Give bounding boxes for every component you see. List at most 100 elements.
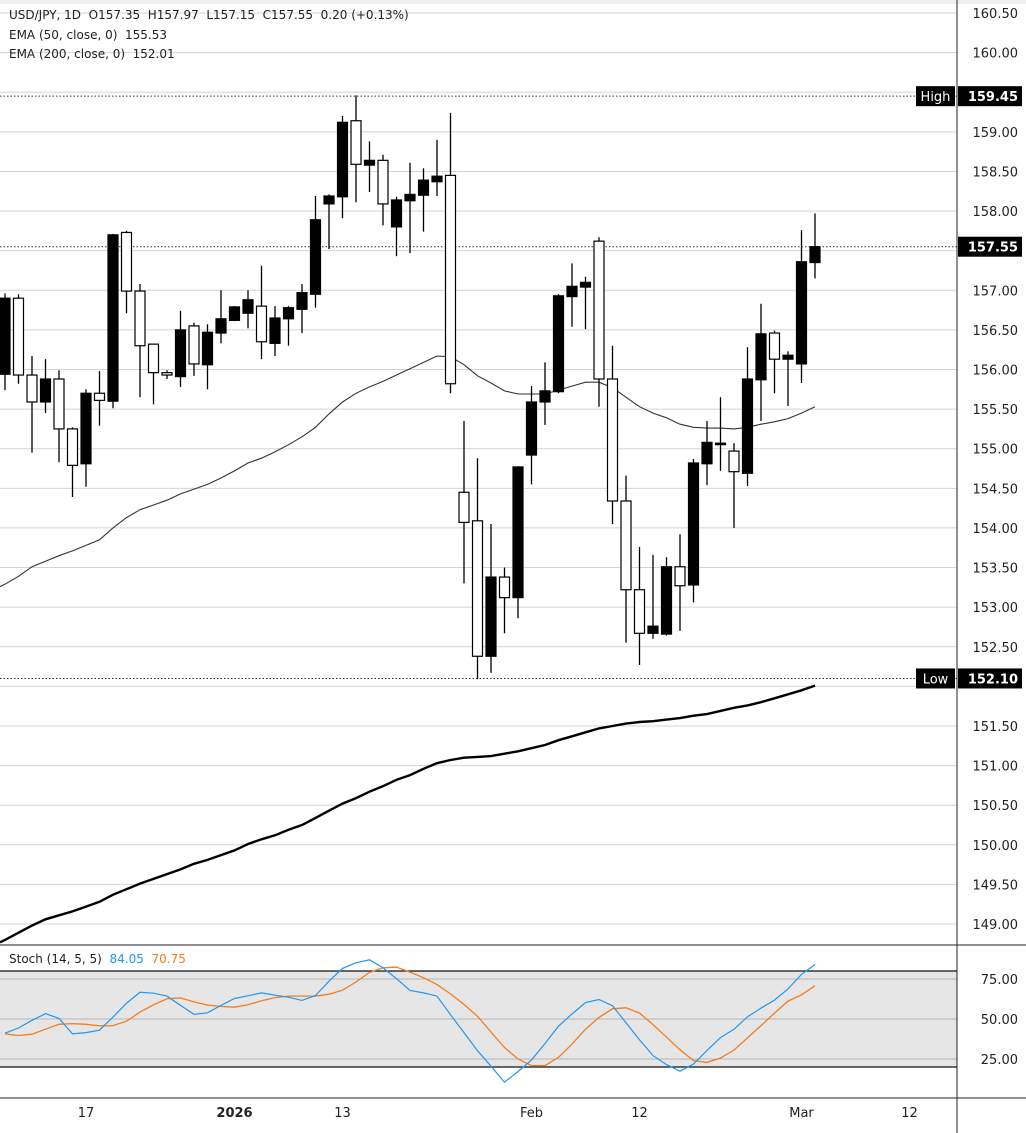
- ema50-line: [0, 355, 816, 588]
- price-tick-label: 156.50: [973, 324, 1019, 339]
- candle: [417, 168, 430, 232]
- price-tick-label: 152.50: [973, 641, 1019, 656]
- candle: [404, 162, 416, 254]
- candle: [363, 141, 376, 193]
- candle-body-up: [228, 306, 241, 321]
- candle-body-up: [336, 121, 349, 198]
- candle-body-down: [161, 372, 173, 376]
- candle-body-up: [714, 442, 727, 446]
- price-tick-label: 160.50: [973, 7, 1019, 22]
- price-tick-label: 151.50: [973, 720, 1019, 735]
- candle: [768, 330, 781, 394]
- candle-body-down: [728, 450, 740, 473]
- symbol-legend: USD/JPY, 1D O157.35 H157.97 L157.15 C157…: [9, 8, 409, 22]
- price-tags: High 159.45 Low 152.10 157.55: [916, 86, 1022, 689]
- candle: [282, 306, 295, 346]
- candle: [552, 294, 565, 394]
- candle: [471, 458, 484, 680]
- candle-body-down: [458, 491, 470, 523]
- candle: [107, 234, 119, 409]
- high-tag-value-box: [958, 86, 1022, 107]
- candle-body-up: [701, 441, 713, 465]
- candle: [795, 230, 808, 383]
- candle-body-up: [485, 576, 497, 657]
- candle-body-up: [309, 219, 322, 295]
- high-tag-label-box: [916, 86, 955, 107]
- candle: [525, 386, 538, 485]
- candle: [201, 324, 214, 390]
- date-tick-label: Mar: [789, 1106, 814, 1121]
- candle-body-down: [147, 343, 160, 374]
- candle-body-down: [498, 576, 511, 599]
- high-tag-value: 159.45: [968, 90, 1018, 105]
- candle: [53, 370, 65, 463]
- candle: [350, 95, 362, 203]
- price-tick-label: 157.00: [973, 284, 1019, 299]
- price-tick-label: 153.50: [973, 562, 1019, 577]
- stoch-legend: Stoch (14, 5, 5) 84.05 70.75: [9, 952, 186, 966]
- candle-body-up: [390, 199, 403, 228]
- candle: [755, 303, 767, 421]
- candle-body-down: [134, 290, 146, 347]
- stoch-lines: [4, 959, 816, 1084]
- candle: [566, 263, 578, 327]
- price-tick-label: 158.00: [973, 205, 1019, 220]
- candle: [606, 345, 619, 524]
- stoch-tick-label: 50.00: [981, 1013, 1018, 1028]
- candle-body-up: [404, 193, 416, 202]
- candle: [647, 554, 659, 639]
- candle: [39, 359, 52, 414]
- candles: [0, 95, 821, 680]
- price-tick-label: 159.00: [973, 126, 1019, 141]
- candle-body-down: [674, 566, 686, 587]
- price-tick-label: 149.00: [973, 918, 1019, 933]
- candle-body-up: [363, 159, 376, 166]
- candle-body-down: [120, 231, 133, 292]
- candle-body-down: [444, 174, 457, 385]
- candle: [674, 534, 686, 631]
- candle: [593, 237, 605, 407]
- candle-body-down: [12, 297, 25, 376]
- ema200-legend: EMA (200, close, 0) 152.01: [9, 47, 175, 61]
- candle-body-up: [269, 317, 281, 344]
- date-tick-label: 17: [78, 1106, 95, 1121]
- date-tick-label: 12: [631, 1106, 648, 1121]
- candle-body-down: [768, 332, 781, 360]
- stoch-tick-label: 25.00: [981, 1053, 1018, 1068]
- stoch-d-line: [4, 966, 816, 1067]
- candle: [161, 370, 173, 379]
- candle: [714, 397, 727, 471]
- candle: [728, 443, 740, 528]
- high-tag-label: High: [921, 90, 951, 105]
- candle-body-up: [579, 281, 592, 288]
- candle-body-up: [80, 392, 92, 465]
- candle-body-up: [431, 175, 443, 183]
- candle-body-down: [188, 325, 200, 365]
- top-strip: [0, 0, 1026, 4]
- candle: [431, 139, 443, 196]
- candle: [660, 557, 673, 636]
- stoch-k-value: 84.05: [109, 952, 144, 966]
- candle-body-up: [242, 299, 254, 314]
- candle-body-up: [647, 625, 659, 634]
- candle: [458, 420, 470, 584]
- candle: [390, 196, 403, 257]
- ema-lines: [0, 355, 816, 944]
- price-tick-label: 155.00: [973, 443, 1019, 458]
- candle: [26, 356, 38, 453]
- candle: [444, 112, 457, 394]
- candle: [188, 322, 200, 376]
- price-tick-label: 149.50: [973, 878, 1019, 893]
- stoch-k-line: [4, 959, 816, 1084]
- candle-body-down: [471, 520, 484, 657]
- candle: [80, 389, 92, 487]
- candle: [377, 154, 389, 226]
- candle-body-down: [255, 305, 268, 343]
- candle-body-down: [620, 500, 632, 591]
- price-grid: [0, 12, 957, 925]
- candle: [296, 283, 308, 334]
- candle-body-down: [66, 428, 79, 466]
- candle-body-up: [782, 354, 794, 360]
- candle-body-up: [296, 292, 308, 310]
